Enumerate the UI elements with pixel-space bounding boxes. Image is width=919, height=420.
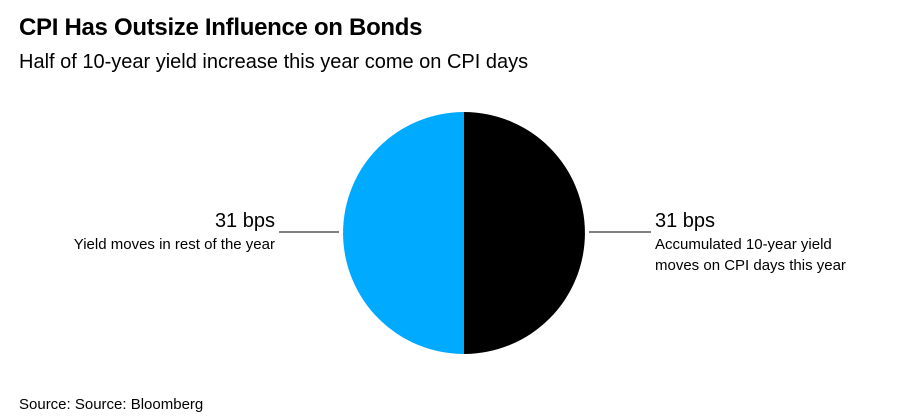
slice-description-left: Yield moves in rest of the year — [74, 236, 275, 253]
chart-title: CPI Has Outsize Influence on Bonds — [19, 14, 423, 41]
chart-subtitle: Half of 10-year yield increase this year… — [19, 51, 529, 73]
slice-description-right: moves on CPI days this year — [655, 257, 846, 274]
pie-slice-right — [464, 112, 585, 354]
slice-value-label-right: 31 bps — [655, 210, 715, 232]
slice-value-label-left: 31 bps — [215, 210, 275, 232]
pie-slice-left — [343, 112, 464, 354]
source-note: Source: Source: Bloomberg — [19, 396, 204, 413]
slice-description-right: Accumulated 10-year yield — [655, 236, 832, 253]
